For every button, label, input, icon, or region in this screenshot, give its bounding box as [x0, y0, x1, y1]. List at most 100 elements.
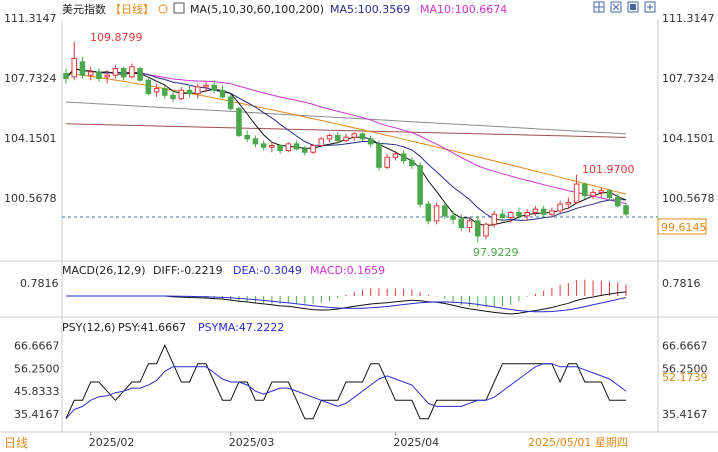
psy-tick-label: 56.2500: [14, 362, 60, 375]
candle: [326, 133, 333, 143]
current-date-label: 2025/05/01 星期四: [528, 436, 628, 449]
candle: [392, 150, 399, 161]
candle: [442, 202, 448, 220]
candle: [129, 63, 135, 79]
macd-label: MACD(26,12,9): [62, 264, 146, 277]
psyma-line: [65, 363, 627, 420]
grid-icon[interactable]: [593, 1, 605, 13]
price-tick-label: 111.3147: [4, 12, 57, 25]
indicator-icon[interactable]: [173, 2, 185, 14]
candle: [63, 68, 69, 84]
dea-label: DEA:-0.3049: [233, 264, 302, 277]
instrument-title: 美元指数: [62, 2, 106, 16]
date-tick-label: 2025/02: [89, 436, 135, 449]
psy-tick-label: 66.6667: [14, 339, 60, 352]
candle: [615, 194, 621, 208]
candle: [170, 90, 176, 102]
price-tick-label: 104.1501: [662, 132, 715, 145]
candle: [343, 133, 349, 143]
candle: [351, 132, 357, 141]
candle: [195, 83, 201, 99]
psy-tick-label: 52.1739: [662, 371, 708, 384]
candle: [310, 143, 316, 154]
period-tab[interactable]: 日线: [4, 436, 28, 450]
candle: [590, 189, 596, 200]
candle: [433, 202, 440, 225]
candle: [540, 205, 547, 218]
candle: [145, 76, 152, 96]
candle: [532, 205, 539, 216]
psy-tick-label: 56.2500: [662, 362, 708, 375]
candle: [400, 150, 407, 164]
psy-tick-label: 35.4167: [14, 408, 60, 421]
settings-icon[interactable]: [158, 4, 168, 14]
candle: [623, 202, 629, 216]
psy-tick-label: 35.4167: [662, 408, 708, 421]
ma30-line: [65, 67, 627, 204]
candle: [507, 210, 514, 223]
price-tick-label: 111.3147: [662, 12, 715, 25]
period-label[interactable]: 【日线】: [110, 2, 154, 16]
ma60-line: [65, 73, 627, 195]
ma5-label: MA5:100.3569: [330, 3, 410, 16]
candle: [557, 200, 563, 215]
candle: [549, 207, 555, 218]
candle: [96, 68, 102, 82]
price-tick-label: 100.5678: [662, 192, 715, 205]
mid-high-annotation: 101.9700: [582, 163, 635, 176]
ma10-label: MA10:100.6674: [420, 3, 507, 16]
candle: [203, 81, 209, 92]
layout-icon[interactable]: [627, 1, 639, 13]
candle: [499, 209, 506, 221]
candle: [606, 189, 613, 201]
candle: [87, 66, 94, 81]
current-price-box: [657, 218, 707, 235]
candle: [71, 42, 78, 81]
crosshair-icon[interactable]: [610, 1, 622, 13]
candle: [178, 86, 185, 101]
candle: [153, 83, 160, 97]
candle: [475, 215, 481, 243]
date-tick-label: 2025/04: [393, 436, 439, 449]
candle: [573, 174, 580, 205]
current-price-label: 99.6145: [661, 221, 707, 234]
candle: [565, 197, 572, 210]
psy-tick-label: 66.6667: [662, 339, 708, 352]
macd-tick-right: 0.7816: [662, 277, 701, 290]
ma200-line: [65, 101, 627, 135]
low-annotation: 97.9229: [473, 246, 519, 259]
high-annotation: 109.8799: [90, 31, 143, 44]
candle: [277, 143, 283, 154]
candle: [409, 157, 415, 169]
candle: [219, 85, 226, 99]
candle: [417, 162, 423, 208]
candle: [120, 66, 127, 81]
candle: [302, 145, 308, 156]
candle: [211, 80, 217, 94]
candle: [466, 217, 473, 233]
candle: [516, 207, 522, 220]
candle: [236, 107, 242, 138]
candle: [491, 210, 497, 228]
zoom-icon[interactable]: [644, 1, 656, 13]
candle: [112, 65, 119, 79]
candle: [335, 132, 341, 144]
candle: [186, 85, 193, 97]
candle: [359, 132, 366, 141]
ma10-line: [65, 67, 626, 221]
candle: [244, 130, 250, 143]
price-tick-label: 104.1501: [4, 132, 57, 145]
candle: [450, 210, 456, 225]
psy-tick-label: 45.8333: [14, 385, 60, 398]
candle: [293, 140, 300, 151]
candle: [384, 153, 390, 169]
price-tick-label: 107.7324: [4, 72, 57, 85]
ma-label: MA(5,10,30,60,100,200): [190, 3, 324, 16]
macd-tick-left: 0.7816: [20, 277, 59, 290]
candle: [458, 214, 465, 231]
diff-label: DIFF:-0.2219: [153, 264, 223, 277]
candle: [598, 187, 605, 198]
candle: [104, 70, 110, 84]
psy-line: [65, 344, 626, 420]
